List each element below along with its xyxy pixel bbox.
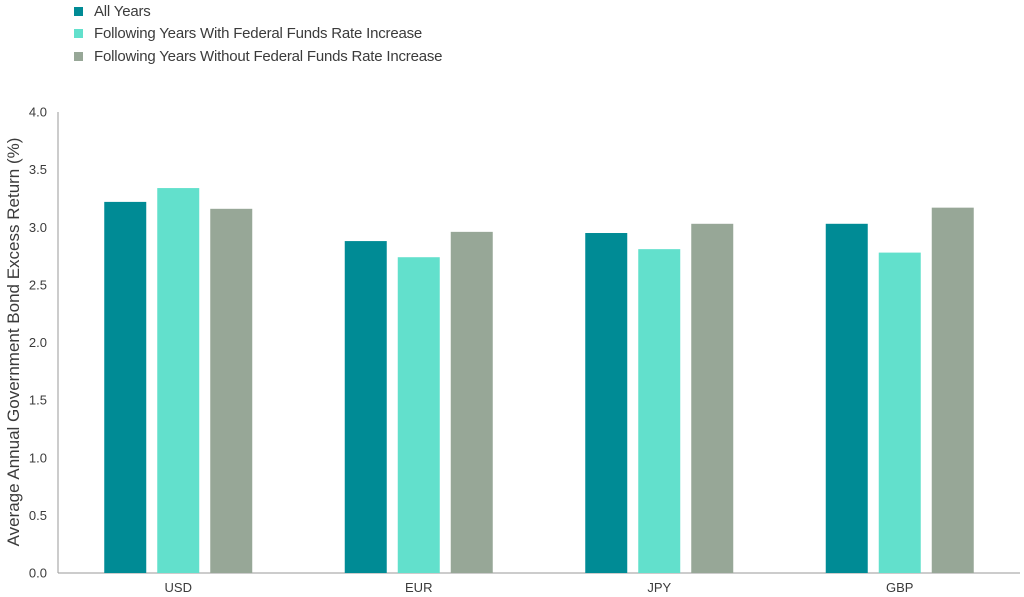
legend-item: Following Years With Federal Funds Rate … (74, 23, 442, 46)
bar (104, 201, 147, 573)
bar (931, 207, 974, 573)
chart-legend: All Years Following Years With Federal Fu… (74, 0, 443, 68)
bar (344, 241, 387, 573)
bars (104, 188, 974, 574)
legend-label: Following Years Without Federal Funds Ra… (94, 47, 443, 65)
legend-item: All Years (74, 0, 442, 23)
y-tick-label: 2.5 (29, 277, 47, 292)
x-tick-label: GBP (886, 580, 913, 595)
bar (638, 249, 681, 573)
legend-label: All Years (94, 2, 151, 20)
bar (691, 223, 734, 574)
legend-item: Following Years Without Federal Funds Ra… (74, 45, 443, 68)
legend-swatch (74, 29, 83, 39)
bar (825, 223, 868, 574)
legend-swatch (74, 51, 83, 61)
y-tick-label: 2.0 (29, 335, 47, 350)
bar (878, 252, 921, 574)
bar (210, 208, 253, 573)
y-tick-label: 0.5 (29, 508, 47, 523)
bar (157, 188, 200, 573)
y-tick-label: 0.0 (29, 566, 47, 581)
y-tick-label: 1.0 (29, 450, 47, 465)
axes (57, 112, 1020, 574)
x-tick-label: EUR (405, 580, 432, 595)
bar (450, 231, 493, 574)
x-tick-label: JPY (647, 580, 671, 595)
y-tick-label: 3.0 (29, 220, 47, 235)
legend-label: Following Years With Federal Funds Rate … (94, 25, 423, 43)
x-tick-labels: USD EUR JPY GBP (165, 580, 914, 595)
y-tick-label: 3.5 (29, 162, 47, 177)
bar (397, 257, 440, 573)
bar (585, 233, 628, 573)
y-axis-label: Average Annual Government Bond Excess Re… (4, 138, 23, 547)
x-tick-label: USD (165, 580, 192, 595)
y-tick-labels: 0.0 0.5 1.0 1.5 2.0 2.5 3.0 3.5 4.0 (29, 105, 47, 581)
y-tick-label: 1.5 (29, 393, 47, 408)
y-tick-label: 4.0 (29, 105, 47, 120)
legend-swatch (74, 6, 83, 16)
